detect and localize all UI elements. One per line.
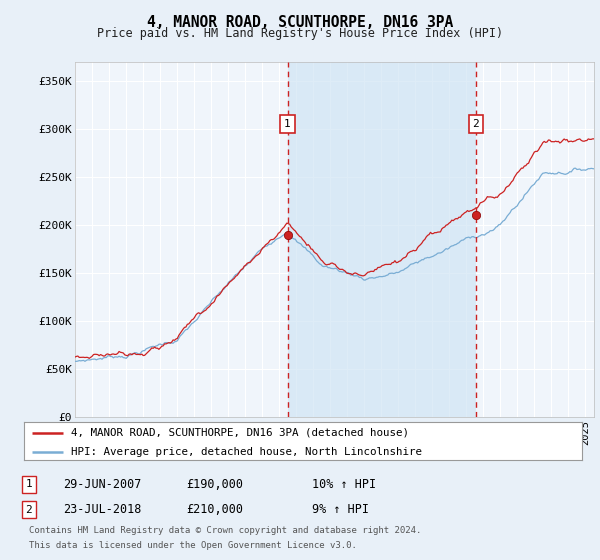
Text: 23-JUL-2018: 23-JUL-2018 bbox=[63, 503, 142, 516]
Bar bbox=[287, 62, 476, 417]
Text: 10% ↑ HPI: 10% ↑ HPI bbox=[312, 478, 376, 491]
Text: 4, MANOR ROAD, SCUNTHORPE, DN16 3PA: 4, MANOR ROAD, SCUNTHORPE, DN16 3PA bbox=[147, 15, 453, 30]
Text: 9% ↑ HPI: 9% ↑ HPI bbox=[312, 503, 369, 516]
Text: £210,000: £210,000 bbox=[186, 503, 243, 516]
Text: 29-JUN-2007: 29-JUN-2007 bbox=[63, 478, 142, 491]
Text: HPI: Average price, detached house, North Lincolnshire: HPI: Average price, detached house, Nort… bbox=[71, 447, 422, 457]
Text: Contains HM Land Registry data © Crown copyright and database right 2024.: Contains HM Land Registry data © Crown c… bbox=[29, 526, 421, 535]
Text: Price paid vs. HM Land Registry's House Price Index (HPI): Price paid vs. HM Land Registry's House … bbox=[97, 27, 503, 40]
Text: 4, MANOR ROAD, SCUNTHORPE, DN16 3PA (detached house): 4, MANOR ROAD, SCUNTHORPE, DN16 3PA (det… bbox=[71, 427, 409, 437]
Text: 2: 2 bbox=[25, 505, 32, 515]
Text: £190,000: £190,000 bbox=[186, 478, 243, 491]
Text: 2: 2 bbox=[473, 119, 479, 129]
Text: 1: 1 bbox=[284, 119, 291, 129]
Text: 1: 1 bbox=[25, 479, 32, 489]
Text: This data is licensed under the Open Government Licence v3.0.: This data is licensed under the Open Gov… bbox=[29, 541, 356, 550]
